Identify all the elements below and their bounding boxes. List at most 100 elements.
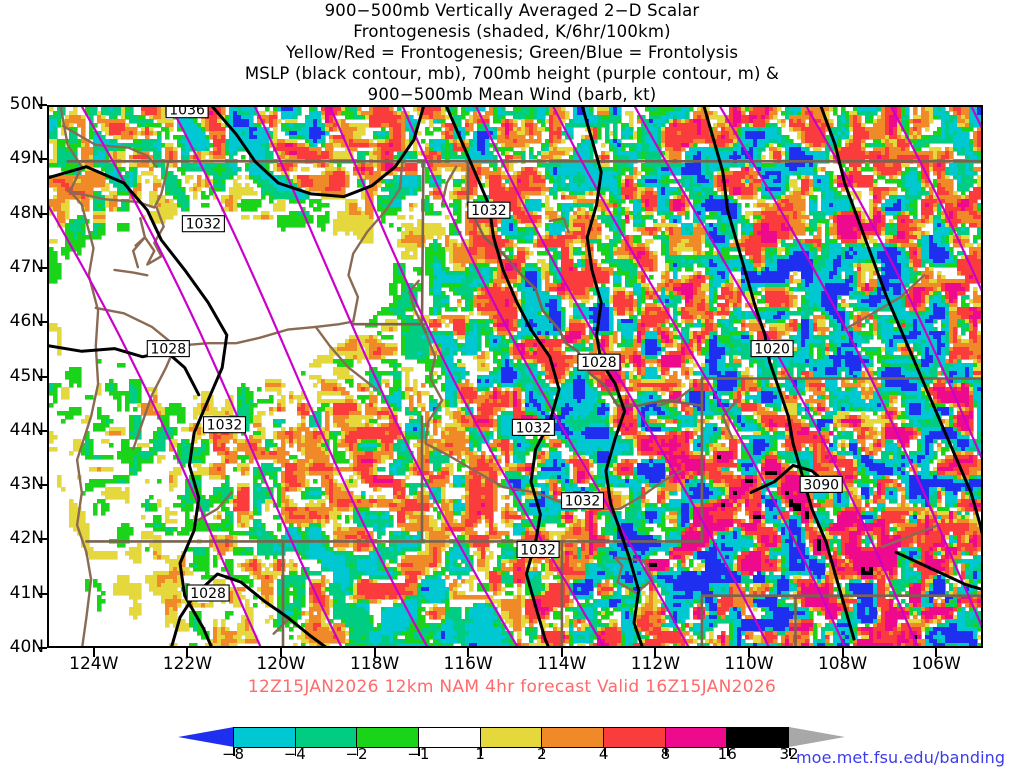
border-wa-id <box>420 160 425 326</box>
x-axis-label: 106W <box>911 654 961 674</box>
x-axis-label: 110W <box>724 654 774 674</box>
mslp-contour-label: 1032 <box>560 492 605 510</box>
colorbar-tick <box>356 748 359 756</box>
x-axis-label: 122W <box>162 654 213 674</box>
river-idaho-ne <box>656 388 692 407</box>
colorbar-tick <box>665 748 667 756</box>
colorbar-over-arrow-icon <box>789 727 845 747</box>
height-contour-700mb <box>81 107 343 646</box>
x-axis-label: 114W <box>537 654 587 674</box>
mslp-contour-1028-west <box>49 344 201 397</box>
yellowstone-lake <box>721 399 739 440</box>
x-axis-label: 112W <box>630 654 681 674</box>
mslp-contour-1020-east <box>702 107 856 641</box>
mslp-contour-label: 1032 <box>516 540 560 559</box>
mslp-contour-label: 1032 <box>511 418 555 436</box>
colorbar-tick <box>789 748 791 756</box>
border-or-id-north <box>420 322 427 334</box>
y-axis-label: 43N <box>9 474 44 495</box>
river-snake <box>424 331 682 510</box>
height-contour-700mb <box>401 107 690 646</box>
height-contour-700mb <box>169 107 429 646</box>
y-axis-tick <box>38 104 47 106</box>
y-axis-tick <box>38 484 47 487</box>
colorbar-tick-label: 1 <box>460 745 500 763</box>
y-axis-tick <box>38 266 47 269</box>
y-axis-label: 45N <box>9 365 44 386</box>
y-axis-label: 46N <box>9 311 44 332</box>
colorbar-cell <box>295 728 358 747</box>
border-id-mt <box>466 160 704 407</box>
mslp-contour-1032-west <box>49 165 229 646</box>
height-contour-700mb <box>329 107 605 646</box>
colorbar <box>178 727 845 749</box>
x-axis-label: 116W <box>443 654 493 674</box>
x-axis-label: 124W <box>69 654 119 674</box>
mslp-contour-label: 1036 <box>165 107 209 119</box>
weather-map-plot-area[interactable]: 1036 1032 1028 1032 1032 1028 1032 1032 1032 1028… <box>47 105 983 648</box>
mslp-contour-label: 1028 <box>146 340 190 358</box>
colorbar-cell <box>727 728 789 747</box>
source-url[interactable]: moe.met.fsu.edu/banding <box>796 748 1006 767</box>
forecast-caption: 12Z15JAN2026 12km NAM 4hr forecast Valid… <box>247 677 777 697</box>
height-contour-700mb <box>634 107 919 646</box>
y-axis-tick <box>38 592 47 595</box>
height-contour-700mb <box>719 107 981 628</box>
height-contour-700mb <box>805 107 981 460</box>
colorbar-tick <box>541 748 544 756</box>
mslp-contour-label: 1032 <box>467 201 511 219</box>
flathead-lake <box>548 217 570 234</box>
y-axis-label: 49N <box>9 148 44 169</box>
y-axis-label: 40N <box>9 637 44 657</box>
height-contour-700mb <box>890 107 981 292</box>
colorbar-tick <box>480 748 482 756</box>
x-axis-tick <box>748 648 750 657</box>
colorbar-cell <box>480 728 543 747</box>
mslp-contour-label: 1028 <box>186 584 230 602</box>
mslp-contour-1016-east <box>819 107 981 536</box>
mslp-contour-1028-south <box>170 572 327 646</box>
y-axis-label: 44N <box>9 419 44 440</box>
colorbar-tick-label: 8 <box>645 745 685 763</box>
river-john-day <box>314 325 378 391</box>
height-contour-700mb <box>49 204 262 646</box>
x-axis-tick <box>654 648 657 657</box>
klamath-lake <box>197 491 233 521</box>
y-axis-label: 50N <box>9 94 44 114</box>
mslp-contour-lobe-se <box>894 550 981 591</box>
height-contour-700mb <box>475 107 770 646</box>
y-axis-tick <box>38 158 47 161</box>
x-axis-label: 120W <box>256 654 306 674</box>
colorbar-tick-label: 2 <box>522 745 562 763</box>
colorbar-cell <box>665 728 728 747</box>
colorbar-tick <box>294 748 297 756</box>
title-line-3: Yellow/Red = Frontogenesis; Green/Blue =… <box>285 43 739 62</box>
x-axis-label: 108W <box>817 654 868 674</box>
river-north-platte <box>880 523 940 548</box>
mslp-contour-1028-central <box>581 107 644 646</box>
water-juan-de-fuca <box>66 160 170 209</box>
title-line-5: 900−500mb Mean Wind (barb, kt) <box>367 85 657 104</box>
chart-title-block: 900−500mb Vertically Averaged 2−D Scalar… <box>0 0 1024 105</box>
colorbar-cell <box>419 728 481 747</box>
frontogenesis-shaded-field: 1036 1032 1028 1032 1032 1028 1032 1032 1032 1028… <box>49 107 981 646</box>
mslp-contour-label: 1032 <box>202 416 247 434</box>
x-axis-tick <box>186 648 189 657</box>
colorbar-cell <box>542 728 605 747</box>
x-axis-tick <box>467 648 470 657</box>
y-axis-label: 42N <box>9 528 44 549</box>
mslp-contour-label: 1020 <box>750 340 794 358</box>
mslp-contour-1036-north <box>211 107 425 199</box>
river-willamette <box>132 344 177 451</box>
x-axis-tick <box>935 648 938 657</box>
river-columbia <box>94 306 355 348</box>
title-line-1: 900−500mb Vertically Averaged 2−D Scalar <box>324 1 700 20</box>
water-grays-harbor <box>113 268 149 277</box>
colorbar-tick <box>418 748 420 756</box>
water-strait-georgia <box>61 124 158 168</box>
x-axis-tick <box>373 648 376 657</box>
colorbar-tick <box>727 748 729 756</box>
mslp-contour-label: 1032 <box>181 215 225 233</box>
title-line-2: Frontogenesis (shaded, K/6hr/100km) <box>353 22 671 41</box>
colorbar-tick <box>603 748 606 756</box>
